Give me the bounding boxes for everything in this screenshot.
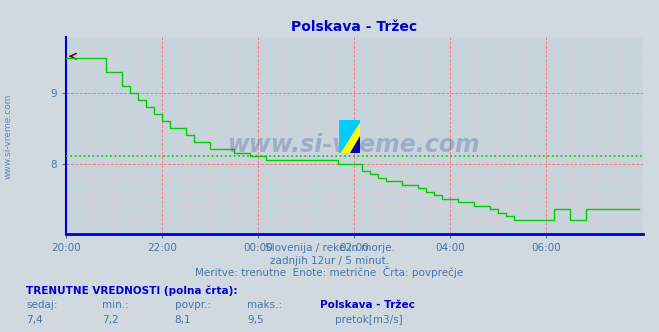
Polygon shape xyxy=(350,136,360,153)
Text: pretok[m3/s]: pretok[m3/s] xyxy=(335,315,403,325)
Polygon shape xyxy=(339,120,360,153)
Text: Meritve: trenutne  Enote: metrične  Črta: povprečje: Meritve: trenutne Enote: metrične Črta: … xyxy=(195,266,464,278)
Polygon shape xyxy=(339,120,360,153)
Text: min.:: min.: xyxy=(102,300,129,310)
Text: 7,4: 7,4 xyxy=(26,315,43,325)
Text: 7,2: 7,2 xyxy=(102,315,119,325)
Text: sedaj:: sedaj: xyxy=(26,300,58,310)
Text: TRENUTNE VREDNOSTI (polna črta):: TRENUTNE VREDNOSTI (polna črta): xyxy=(26,285,238,296)
Text: www.si-vreme.com: www.si-vreme.com xyxy=(228,133,480,157)
Text: zadnjih 12ur / 5 minut.: zadnjih 12ur / 5 minut. xyxy=(270,256,389,266)
Text: Slovenija / reke in morje.: Slovenija / reke in morje. xyxy=(264,243,395,253)
Text: maks.:: maks.: xyxy=(247,300,282,310)
Text: 8,1: 8,1 xyxy=(175,315,191,325)
Text: www.si-vreme.com: www.si-vreme.com xyxy=(3,93,13,179)
Text: 9,5: 9,5 xyxy=(247,315,264,325)
Title: Polskava - Tržec: Polskava - Tržec xyxy=(291,20,417,34)
Text: povpr.:: povpr.: xyxy=(175,300,211,310)
Text: Polskava - Tržec: Polskava - Tržec xyxy=(320,300,415,310)
